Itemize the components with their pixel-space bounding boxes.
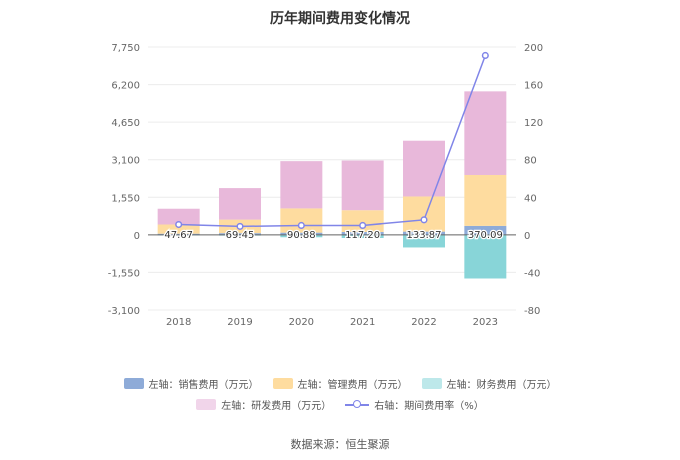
x-axis-tick: 2022 (411, 317, 436, 328)
bar-segment-series-2-2022 (403, 234, 445, 248)
data-source: 数据来源：恒生聚源 (290, 438, 390, 451)
left-axis-tick: 6,200 (111, 81, 140, 92)
bar-segment-series-0-2023 (464, 225, 507, 235)
bar-segment-series-2-2021 (341, 234, 384, 239)
data-label-sales: 69.45 (226, 230, 255, 241)
bar-segment-series-1-2023 (464, 174, 507, 226)
expense-ratio-point-2022 (420, 216, 428, 224)
legend-swatch-admin (272, 378, 293, 389)
right-axis-tick: 80 (524, 156, 537, 167)
legend-label-expense-ratio: 右轴：期间费用率（%） (374, 401, 484, 412)
legend-label-admin: 左轴：管理费用（万元） (297, 380, 408, 391)
left-axis-tick: -1,550 (108, 268, 140, 279)
legend-label-sales: 左轴：销售费用（万元） (148, 380, 259, 391)
legend-item-admin[interactable]: 左轴：管理费用（万元） (272, 376, 408, 391)
legend-item-expense-ratio[interactable]: 右轴：期间费用率（%） (345, 397, 484, 412)
legend-item-finance[interactable]: 左轴：财务费用（万元） (421, 376, 557, 391)
chart-plot: 7,750 6,200 4,650 3,100 1,550 0 -1,550 -3,100 20… (108, 43, 543, 328)
right-axis-tick: -40 (524, 268, 540, 279)
x-axis-tick: 2019 (227, 317, 252, 328)
bar-segment-series-1-2021 (341, 210, 384, 233)
legend-swatch-expense-ratio (345, 399, 370, 410)
left-axis-tick: -3,100 (108, 306, 140, 317)
bar-segment-series-0-2018 (157, 233, 200, 235)
data-label-sales: 370.09 (468, 230, 503, 241)
right-axis-tick: 0 (524, 231, 530, 242)
legend-item-sales[interactable]: 左轴：销售费用（万元） (123, 376, 259, 391)
data-label-sales: 47.67 (164, 230, 193, 241)
bar-segment-series-0-2021 (341, 232, 384, 235)
bar-segment-series-0-2020 (280, 232, 323, 235)
chart-title: 历年期间费用变化情况 (270, 11, 410, 27)
right-axis-tick: 200 (524, 43, 543, 54)
legend-swatch-finance (421, 378, 442, 389)
expense-ratio-line (178, 55, 487, 228)
bar-segment-series-1-2018 (157, 224, 200, 234)
left-axis-tick: 4,650 (111, 118, 140, 129)
legend-item-rd[interactable]: 左轴：研发费用（万元） (196, 397, 331, 412)
right-axis-tick: 40 (524, 193, 537, 204)
right-axis-tick: -80 (524, 306, 540, 317)
left-axis-tick: 1,550 (111, 193, 140, 204)
bar-segment-series-1-2022 (403, 196, 445, 232)
left-axis-tick: 0 (134, 231, 140, 242)
bar-segment-series-0-2022 (403, 231, 445, 235)
legend-label-rd: 左轴：研发费用（万元） (221, 401, 332, 412)
bar-segment-series-3-2018 (157, 208, 200, 225)
x-axis-tick: 2021 (350, 317, 375, 328)
x-axis-tick: 2020 (289, 317, 314, 328)
x-axis-tick: 2023 (473, 317, 498, 328)
bar-segment-series-0-2019 (219, 233, 261, 235)
left-axis-tick: 7,750 (111, 43, 140, 54)
legend: 左轴：销售费用（万元） 左轴：管理费用（万元） 左轴：财务费用（万元） 左轴：研… (0, 376, 680, 418)
bar-segment-series-3-2023 (464, 91, 507, 175)
data-label-sales: 133.87 (407, 230, 442, 241)
expense-ratio-point-2018 (175, 220, 183, 229)
bar-segment-series-2-2023 (464, 234, 507, 279)
left-axis-tick: 3,100 (111, 156, 140, 167)
data-label-sales: 90.88 (287, 230, 316, 241)
data-label-sales: 117.20 (345, 230, 380, 241)
bar-segment-series-3-2020 (280, 161, 323, 209)
bar-segment-series-3-2022 (403, 140, 445, 197)
bar-segment-series-2-2020 (280, 234, 323, 238)
expense-ratio-point-2023 (481, 51, 489, 60)
bar-segment-series-3-2019 (219, 188, 261, 220)
x-axis-tick: 2018 (166, 317, 191, 328)
legend-swatch-rd (196, 399, 217, 410)
right-axis-tick: 160 (524, 81, 543, 92)
expense-ratio-point-2021 (359, 221, 367, 230)
legend-swatch-sales (123, 378, 144, 389)
expense-ratio-point-2019 (236, 222, 244, 230)
expense-ratio-point-2020 (297, 221, 305, 230)
legend-label-finance: 左轴：财务费用（万元） (446, 380, 557, 391)
bar-segment-series-3-2021 (341, 160, 384, 211)
right-axis-tick: 120 (524, 118, 543, 129)
